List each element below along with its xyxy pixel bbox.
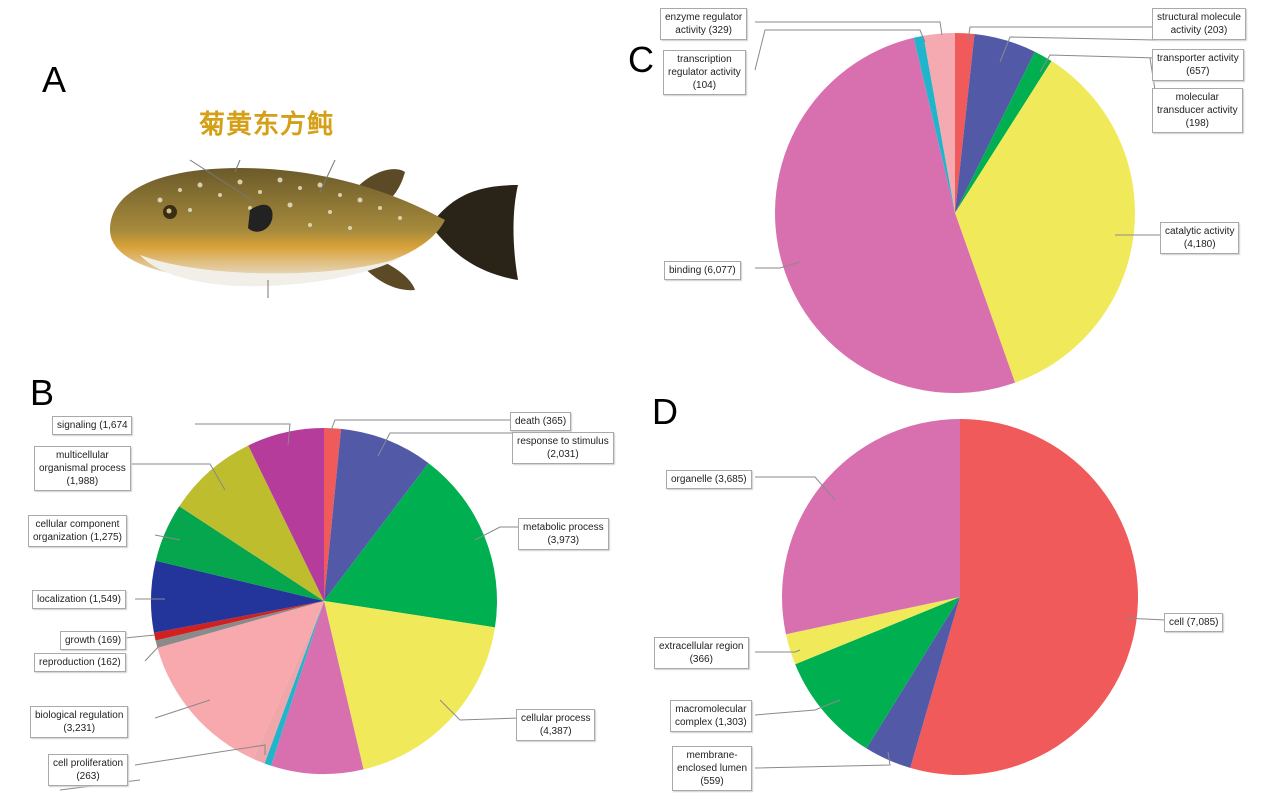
pie-chart-c: [774, 33, 1135, 393]
panel-letter-a: A: [42, 59, 67, 100]
pie-chart-b: [151, 428, 497, 774]
pie-d-slice-cell: [910, 419, 1138, 775]
label-catalytic: catalytic activity (4,180): [1160, 222, 1240, 254]
label-response-to-stimulus: response to stimulus (2,031): [512, 432, 614, 464]
label-extracellular: extracellular region (366): [654, 637, 749, 669]
label-cellular-component: cellular component organization (1,275): [28, 515, 127, 547]
label-cell-proliferation: cell proliferation (263): [48, 754, 129, 786]
fish-species-title: 菊黄东方鲀: [199, 110, 335, 140]
pie-d-slice-macromolecular-complex: [795, 597, 960, 749]
pie-d-slice-extracellular-region: [785, 597, 960, 665]
pie-b-slice-signaling: [248, 428, 324, 601]
pie-b-slice-biological-regulation: [157, 601, 324, 759]
leader-lines: [59, 21, 1166, 791]
label-signaling: signaling (1,674: [52, 416, 132, 435]
pie-c-slice-transporter-activity: [955, 34, 1035, 213]
pie-b-slice-unlabeled-5: [264, 601, 324, 766]
pie-b-slice-localization: [151, 560, 324, 633]
pie-c-slice-binding: [774, 37, 1016, 393]
pie-chart-d: [782, 419, 1138, 775]
panel-letter-c: C: [628, 39, 654, 80]
label-cell: cell (7,085): [1164, 613, 1224, 632]
pie-b-slice-cellular-component-organization: [155, 506, 324, 601]
pie-b-slice-unlabeled-4: [271, 601, 364, 774]
panel-letter-d: D: [652, 391, 678, 432]
pie-b-slice-growth: [153, 601, 324, 641]
pie-b-slice-response-to-stimulus: [324, 428, 429, 601]
label-death: death (365): [510, 412, 572, 431]
pie-b-slice-multicellular-organismal-process: [179, 445, 324, 601]
label-growth: growth (169): [60, 631, 127, 650]
pie-b-slice-cell-proliferation: [253, 601, 324, 764]
label-metabolic-process: metabolic process (3,973): [518, 518, 609, 550]
pie-c-slice-enzyme-regulator-activity: [923, 33, 955, 213]
pie-c-slice-transcription-regulator-activity: [913, 35, 955, 214]
label-structural-molecule: structural molecule activity (203): [1152, 8, 1246, 40]
label-molecular-transducer: molecular transducer activity (198): [1152, 88, 1243, 133]
label-biological-regulation: biological regulation (3,231): [30, 706, 129, 738]
pufferfish-illustration: [110, 159, 518, 298]
label-cellular-process: cellular process (4,387): [516, 709, 596, 741]
pie-d-slice-membrane-enclosed-lumen: [866, 597, 960, 768]
label-enzyme-regulator: enzyme regulator activity (329): [660, 8, 748, 40]
label-reproduction: reproduction (162): [34, 653, 126, 672]
label-localization: localization (1,549): [32, 590, 126, 609]
label-transcription-regulator: transcription regulator activity (104): [663, 50, 746, 95]
pie-b-slice-cellular-process: [324, 601, 495, 770]
panel-letter-b: B: [30, 372, 55, 413]
pie-d-slice-organelle: [782, 419, 960, 635]
label-macromolecular: macromolecular complex (1,303): [670, 700, 752, 732]
pie-b-slice-metabolic-process: [324, 463, 497, 628]
label-transporter: transporter activity (657): [1152, 49, 1244, 81]
pie-c-slice-structural-molecule-activity: [955, 33, 975, 213]
pie-b-slice-death: [324, 428, 342, 601]
label-organelle: organelle (3,685): [666, 470, 752, 489]
pie-b-slice-reproduction: [155, 601, 324, 648]
label-binding: binding (6,077): [664, 261, 741, 280]
label-multicellular: multicellular organismal process (1,988): [34, 446, 131, 491]
label-membrane-enclosed: membrane- enclosed lumen (559): [672, 746, 753, 791]
pie-c-slice-catalytic-activity: [955, 61, 1135, 383]
pie-c-slice-molecular-transducer-activity: [955, 51, 1052, 213]
